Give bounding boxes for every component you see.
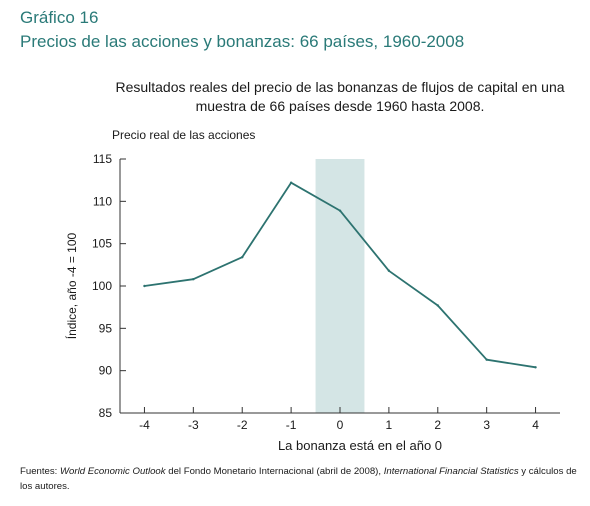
x-tick-label: 0 [337,418,344,432]
data-point [387,269,391,272]
x-tick-label: -4 [139,418,150,432]
x-tick-label: -2 [237,418,248,432]
source-prefix: Fuentes: [20,466,60,477]
y-tick-label: 85 [99,406,113,420]
source-middle: del Fondo Monetario Internacional (abril… [165,466,384,477]
data-point [192,278,195,281]
x-tick-label: -3 [188,418,199,432]
y-tick-label: 100 [92,279,112,293]
data-point [289,181,293,184]
figure-label: Gráfico 16 [20,8,99,27]
source-ifs: International Financial Statistics [383,466,519,477]
x-tick-label: 2 [434,418,441,432]
data-point [485,358,488,361]
x-tick-label: 4 [532,418,539,432]
data-point [143,284,146,288]
figure-title: Precios de las acciones y bonanzas: 66 p… [20,32,465,51]
label-layer: 85 90 95 100 105 110 115 -4 -3 -2 -1 0 1 2 3 4 La bonanz… [64,152,539,453]
x-axis-label: La bonanza está en el año 0 [278,438,442,453]
data-point [436,304,439,307]
x-tick-label: 1 [386,418,393,432]
shade-layer [315,159,365,413]
axis-layer [119,158,560,414]
source-note: Fuentes: World Economic Outlook del Fond… [20,464,580,494]
line-layer [143,181,537,369]
source-suffix: y cálculos de los autores. [20,466,577,492]
x-tick-label: -1 [286,418,297,432]
chart-title: Resultados reales del precio de las bona… [115,79,565,114]
y-tick-label: 95 [99,321,113,335]
data-point [241,256,244,259]
data-point [338,209,342,212]
x-tick-label: 3 [483,418,490,432]
y-tick-label: 105 [92,237,112,251]
data-point [534,366,537,369]
bonanza-shaded-region [315,159,365,413]
series-label: Precio real de las acciones [112,128,256,142]
y-tick-label: 115 [93,152,112,166]
y-axis-label: Índice, año -4 = 100 [64,232,79,339]
source-weo: World Economic Outlook [60,466,166,477]
y-tick-label: 110 [93,194,112,208]
y-tick-label: 90 [99,364,113,378]
